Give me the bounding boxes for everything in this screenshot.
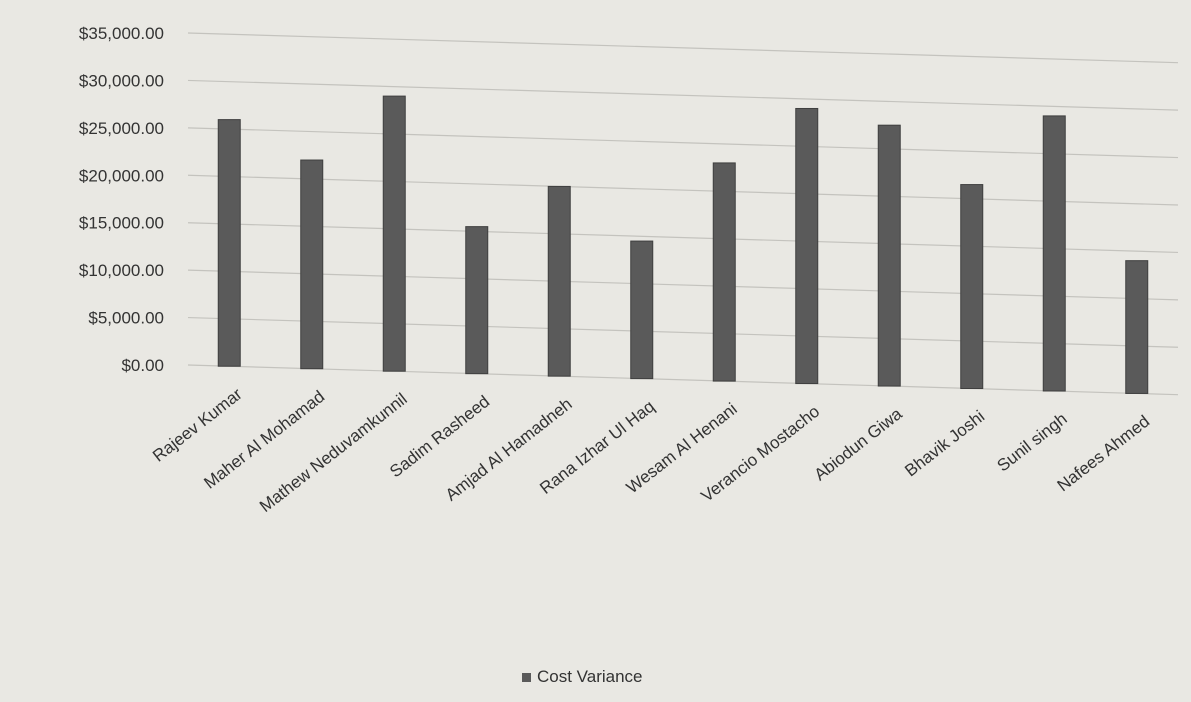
gridline [187,364,1179,396]
gridline [187,79,1179,111]
x-tick-label: Abiodun Giwa [811,404,907,484]
bar [217,119,241,367]
bar [465,226,489,375]
gridline [187,222,1179,254]
y-tick-label: $15,000.00 [79,214,164,233]
legend-swatch [522,673,531,682]
bar [795,107,819,385]
bar [630,240,654,380]
bar [877,124,901,387]
y-tick-label: $5,000.00 [88,309,164,328]
y-axis-tick-labels: $0.00 $5,000.00 $10,000.00 $15,000.00 $20,00… [79,24,164,375]
bar [960,184,984,390]
legend: Cost Variance [522,667,643,686]
bar [300,159,324,370]
gridline [187,316,1179,348]
bar [547,185,571,377]
bar [382,95,406,372]
bar [1042,115,1066,392]
gridlines [187,32,1179,396]
bar [712,162,736,382]
gridline [187,174,1179,206]
legend-label: Cost Variance [537,667,643,686]
y-tick-label: $20,000.00 [79,166,164,185]
gridline [187,127,1179,159]
y-tick-label: $0.00 [121,356,164,375]
gridline [187,269,1179,301]
x-tick-label: Mathew Neduvamkunnil [256,389,411,516]
y-tick-label: $35,000.00 [79,24,164,43]
y-tick-label: $30,000.00 [79,71,164,90]
bars [217,95,1149,394]
x-tick-label: Sunil singh [993,409,1070,475]
gridline [187,32,1179,64]
x-tick-label: Bhavik Joshi [901,407,988,481]
y-tick-label: $25,000.00 [79,119,164,138]
bar [1125,260,1149,394]
y-tick-label: $10,000.00 [79,261,164,280]
